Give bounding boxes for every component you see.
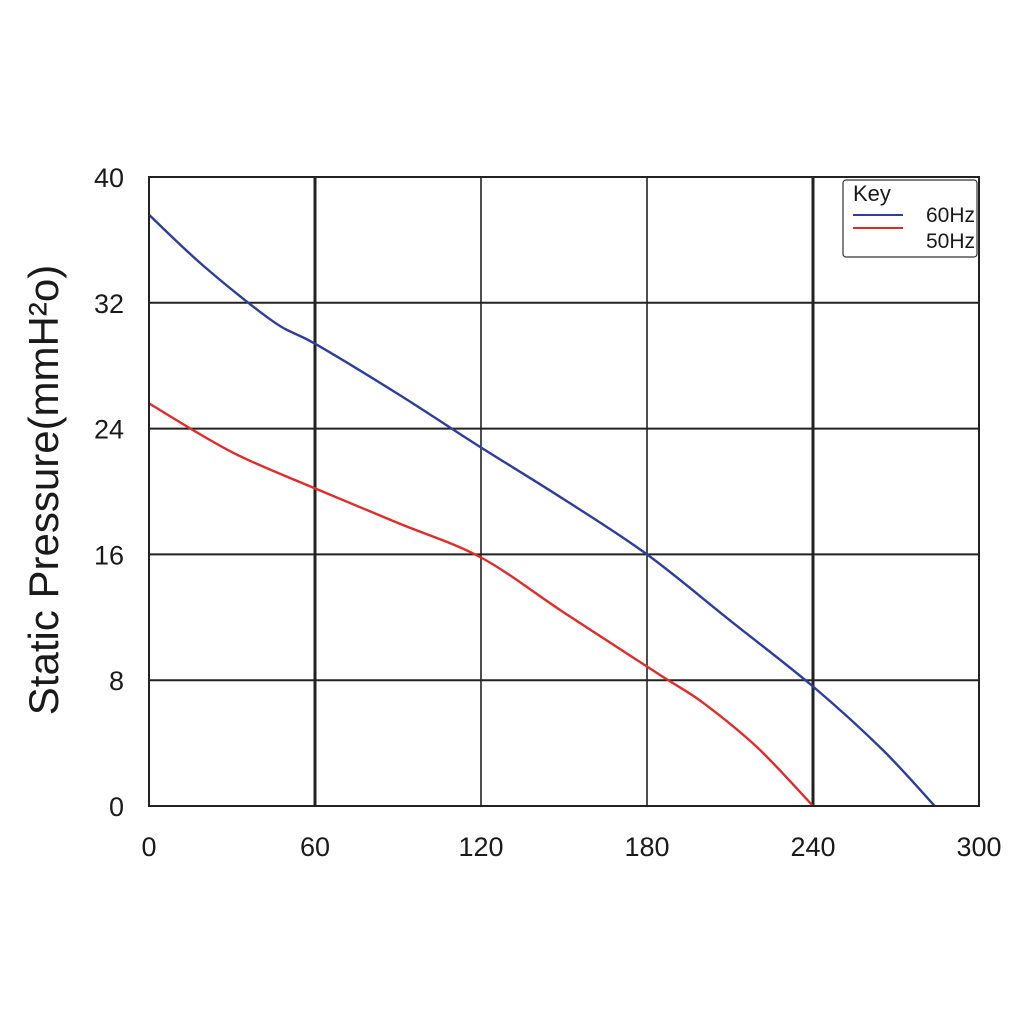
- x-tick-label: 120: [458, 832, 503, 862]
- y-tick-label: 16: [94, 540, 124, 570]
- series-line-50hz: [148, 402, 814, 807]
- x-tick-label: 60: [300, 832, 330, 862]
- y-tick-label: 40: [94, 163, 124, 193]
- y-axis-label: Static Pressure(mmH²o): [20, 265, 67, 715]
- y-tick-label: 32: [94, 289, 124, 319]
- x-tick-label: 0: [141, 832, 156, 862]
- legend: Key 60Hz 50Hz: [842, 179, 978, 258]
- y-tick-label: 24: [94, 415, 124, 445]
- plot-frame: [148, 176, 980, 807]
- grid: [148, 176, 980, 807]
- x-tick-label: 180: [624, 832, 669, 862]
- legend-entries: 60Hz 50Hz: [853, 204, 975, 253]
- series-line-60hz: [148, 213, 936, 807]
- tick-labels: 0 60 120 180 240 300 0 8 16 24 32 40: [94, 163, 1002, 862]
- x-tick-label: 300: [956, 832, 1001, 862]
- legend-title: Key: [853, 181, 891, 206]
- legend-box: [842, 179, 978, 258]
- legend-label-60hz: 60Hz: [926, 204, 975, 227]
- legend-label-50hz: 50Hz: [926, 230, 975, 253]
- y-tick-label: 8: [109, 666, 124, 696]
- series-layer: [148, 213, 936, 807]
- y-tick-label: 0: [109, 792, 124, 822]
- x-tick-label: 240: [790, 832, 835, 862]
